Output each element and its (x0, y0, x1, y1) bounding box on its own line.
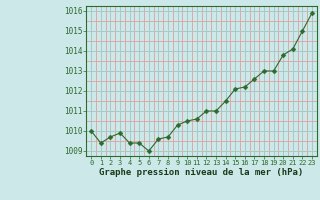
X-axis label: Graphe pression niveau de la mer (hPa): Graphe pression niveau de la mer (hPa) (100, 168, 304, 177)
